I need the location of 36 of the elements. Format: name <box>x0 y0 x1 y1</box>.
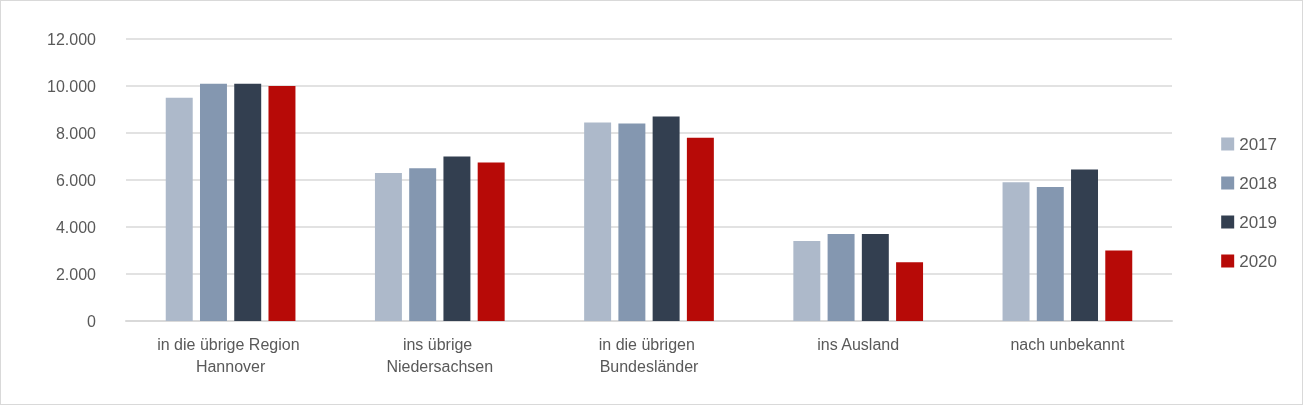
bar <box>584 122 612 321</box>
y-tick-label: 2.000 <box>55 265 97 283</box>
bar <box>268 86 296 321</box>
legend-label: 2017 <box>1239 134 1278 154</box>
bar <box>1036 187 1064 321</box>
bar <box>1002 182 1030 321</box>
x-tick-label: ins Ausland <box>817 335 900 353</box>
bar <box>374 172 402 321</box>
x-tick-label: nach unbekannt <box>1010 335 1125 353</box>
bar <box>896 262 924 321</box>
bar <box>1071 169 1099 321</box>
bar <box>199 83 227 321</box>
y-tick-label: 12.000 <box>47 30 97 48</box>
y-tick-label: 4.000 <box>55 218 97 236</box>
bar <box>443 156 471 321</box>
bar <box>861 234 889 321</box>
bar <box>827 234 855 321</box>
bar <box>793 241 821 321</box>
bar <box>165 97 193 321</box>
bar <box>618 123 646 321</box>
bar <box>1105 250 1133 321</box>
bar <box>234 83 262 321</box>
y-tick-label: 8.000 <box>55 124 97 142</box>
legend-label: 2018 <box>1239 173 1278 193</box>
x-tick-label: in die übrige Region Hannover <box>157 335 304 375</box>
y-tick-label: 6.000 <box>55 171 97 189</box>
bar <box>409 168 437 321</box>
y-tick-label: 0 <box>87 312 97 330</box>
bar <box>686 137 714 321</box>
bar <box>652 116 680 321</box>
legend-label: 2019 <box>1239 212 1278 232</box>
y-tick-label: 10.000 <box>47 77 97 95</box>
x-tick-label: in die übrigen Bundesländer <box>598 335 700 375</box>
x-tick-label: ins übrige Niedersachsen <box>386 335 494 375</box>
bar <box>477 162 505 321</box>
legend-label: 2020 <box>1239 251 1278 271</box>
